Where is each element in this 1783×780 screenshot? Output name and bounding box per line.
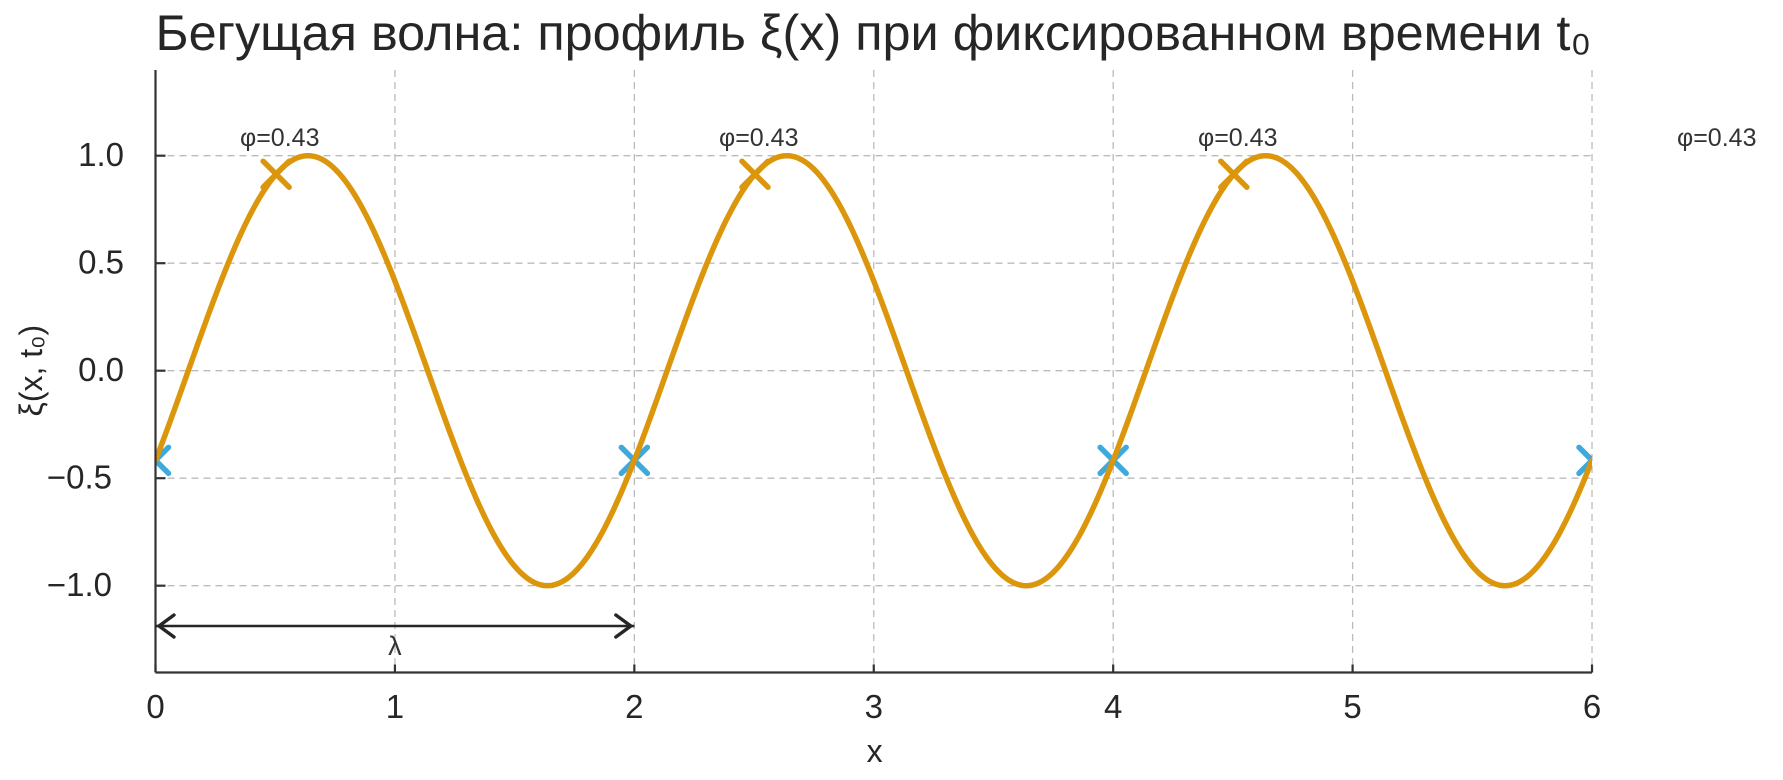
svg-text:φ=0.43: φ=0.43 — [1198, 124, 1277, 152]
svg-text:3: 3 — [865, 688, 883, 725]
svg-text:ξ(x, t₀): ξ(x, t₀) — [13, 325, 49, 417]
svg-text:0.0: 0.0 — [78, 351, 124, 388]
svg-text:1: 1 — [386, 688, 404, 725]
svg-text:λ: λ — [388, 631, 402, 661]
svg-text:6: 6 — [1583, 688, 1601, 725]
svg-text:4: 4 — [1104, 688, 1122, 725]
svg-text:1.0: 1.0 — [78, 136, 124, 173]
svg-text:φ=0.43: φ=0.43 — [1677, 124, 1756, 152]
svg-text:0.5: 0.5 — [78, 244, 124, 281]
svg-text:−1.0: −1.0 — [47, 566, 112, 603]
svg-text:2: 2 — [625, 688, 643, 725]
svg-text:φ=0.43: φ=0.43 — [240, 124, 319, 152]
svg-text:Бегущая волна: профиль ξ(x) пр: Бегущая волна: профиль ξ(x) при фиксиров… — [156, 4, 1592, 61]
svg-text:−0.5: −0.5 — [47, 459, 112, 496]
svg-text:x: x — [867, 733, 883, 769]
svg-text:5: 5 — [1343, 688, 1361, 725]
svg-text:φ=0.43: φ=0.43 — [719, 124, 798, 152]
svg-text:0: 0 — [146, 688, 164, 725]
